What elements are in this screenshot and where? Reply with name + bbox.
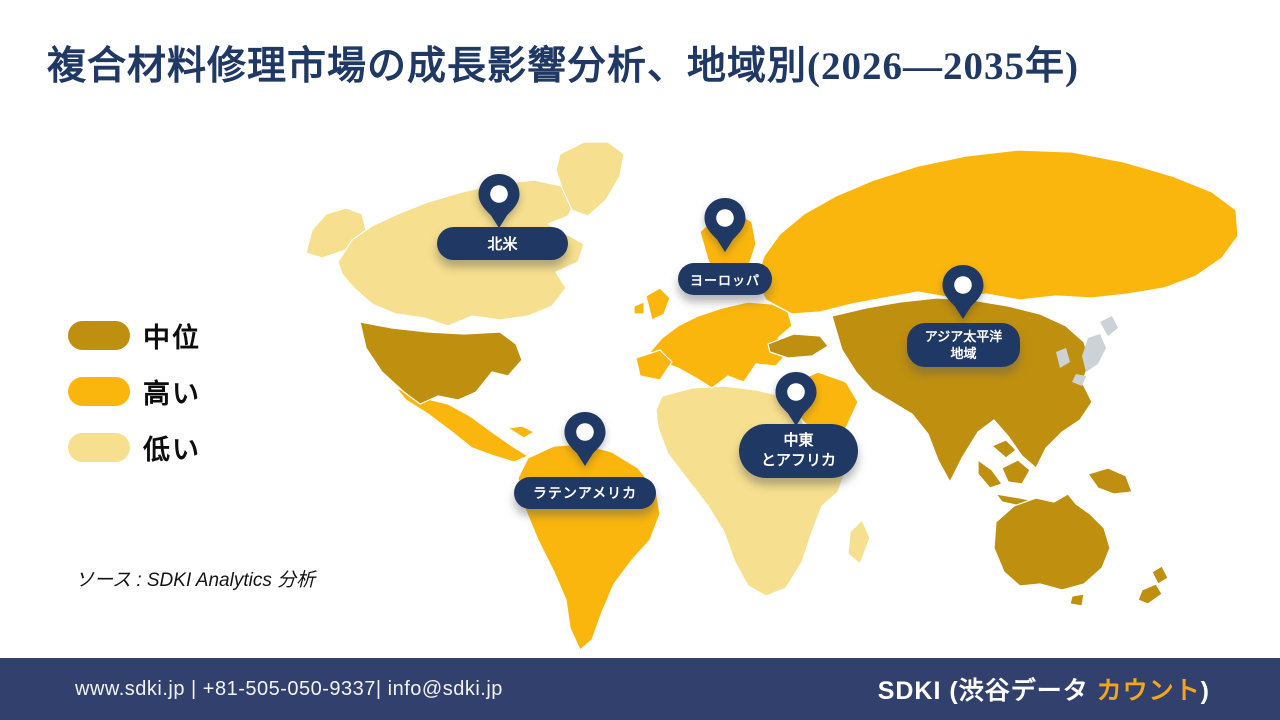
legend-row-high: 高い xyxy=(68,372,201,411)
north-america-pin-icon xyxy=(476,172,522,230)
map-madagascar xyxy=(847,519,871,565)
map-new-zealand-north xyxy=(1151,565,1169,585)
footer-brand-suffix: ) xyxy=(1200,677,1210,705)
map-australia xyxy=(993,493,1111,591)
legend-label-high: 高い xyxy=(143,379,201,409)
legend-row-low: 低い xyxy=(68,428,201,467)
map-japan-hokkaido xyxy=(1100,316,1118,336)
map-turkey xyxy=(767,333,829,359)
map-philippines xyxy=(991,439,1017,459)
map-united-kingdom xyxy=(645,287,671,321)
europe-label: ヨーロッパ xyxy=(678,263,772,295)
north-america-label-text: 北米 xyxy=(487,236,518,253)
asia-pacific-pin-icon xyxy=(940,263,986,321)
legend-label-medium: 中位 xyxy=(143,323,201,353)
asia-pacific-label-line2: 地域 xyxy=(950,346,977,361)
legend-row-medium: 中位 xyxy=(68,316,201,355)
page-title: 複合材料修理市場の成長影響分析、地域別(2026—2035年) xyxy=(47,45,1079,88)
map-caribbean xyxy=(507,425,535,439)
footer-contact: www.sdki.jp | +81-505-050-9337| info@sdk… xyxy=(75,677,503,700)
map-south-america xyxy=(517,443,661,651)
map-papua xyxy=(1087,467,1133,495)
map-tasmania xyxy=(1069,593,1085,607)
north-america-label: 北米 xyxy=(437,227,568,260)
europe-pin-icon xyxy=(702,196,748,254)
map-usa xyxy=(359,321,523,405)
asia-pacific-label-line1: アジア太平洋 xyxy=(924,329,1003,344)
legend-swatch-high xyxy=(68,377,130,406)
map-ireland xyxy=(633,301,645,315)
map-new-zealand-south xyxy=(1137,583,1163,605)
map-borneo xyxy=(1001,459,1031,485)
latin-america-label-text: ラテンアメリカ xyxy=(532,485,638,501)
footer-brand-accent: カウント xyxy=(1096,677,1201,705)
legend: 中位 高い 低い xyxy=(68,316,201,484)
middle-east-africa-label: 中東 とアフリカ xyxy=(739,424,858,478)
latin-america-label: ラテンアメリカ xyxy=(514,477,656,509)
middle-east-africa-label-line2: とアフリカ xyxy=(760,452,836,469)
legend-swatch-medium xyxy=(68,321,130,350)
footer-brand: SDKI (渋谷データ カウント) xyxy=(878,671,1210,707)
legend-label-low: 低い xyxy=(143,435,201,465)
legend-swatch-low xyxy=(68,433,130,462)
map-asia-mainland xyxy=(831,297,1093,483)
latin-america-pin-icon xyxy=(562,410,608,468)
map-sumatra xyxy=(977,459,1003,489)
footer-brand-prefix: SDKI (渋谷データ xyxy=(877,677,1097,705)
map-iberia xyxy=(635,349,673,381)
source-note: ソース : SDKI Analytics 分析 xyxy=(75,570,316,591)
europe-label-text: ヨーロッパ xyxy=(689,272,760,288)
map-mexico-central-america xyxy=(395,387,529,463)
asia-pacific-label: アジア太平洋 地域 xyxy=(907,323,1020,367)
middle-east-africa-label-line1: 中東 xyxy=(783,432,814,449)
map-korea xyxy=(1056,348,1070,368)
map-russia xyxy=(755,149,1239,315)
map-greenland xyxy=(555,141,625,217)
map-japan-kyushu xyxy=(1072,374,1086,386)
middle-east-africa-pin-icon xyxy=(773,370,819,428)
footer-bar: www.sdki.jp | +81-505-050-9337| info@sdk… xyxy=(0,658,1280,720)
map-japan-honshu xyxy=(1082,334,1106,372)
